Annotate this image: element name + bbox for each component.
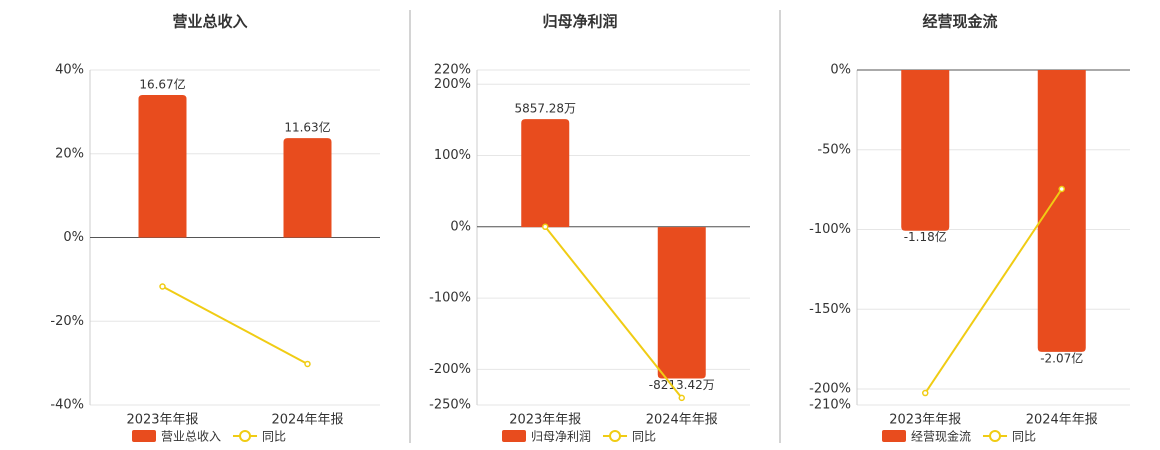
bar	[138, 95, 187, 238]
legend-label: 营业总收入	[161, 430, 221, 444]
y-tick-label: -100%	[809, 222, 851, 237]
legend-swatch	[882, 430, 906, 442]
y-tick-label: -250%	[429, 398, 471, 413]
line-point	[922, 389, 929, 397]
data-label: -1.18亿	[904, 229, 947, 244]
x-tick-label: 2024年年报	[1026, 413, 1098, 428]
data-label: -2.07亿	[1040, 350, 1083, 365]
legend-swatch	[132, 430, 156, 442]
line-point	[159, 283, 166, 290]
x-tick-label: 2023年年报	[889, 413, 961, 428]
bar	[657, 227, 706, 379]
x-tick-label: 2023年年报	[509, 413, 581, 428]
bar	[901, 70, 950, 231]
line-point	[542, 223, 549, 231]
y-tick-label: -210%	[809, 398, 851, 413]
line	[162, 285, 308, 365]
data-label: 16.67亿	[139, 77, 185, 92]
x-tick-label: 2023年年报	[126, 413, 198, 428]
data-label: -8213.42万	[649, 378, 715, 392]
x-tick-label: 2024年年报	[271, 413, 343, 428]
legend-label: 同比	[1012, 430, 1036, 444]
data-label: 5857.28万	[514, 102, 576, 116]
legend-swatch	[609, 430, 622, 442]
line-point	[678, 394, 685, 402]
line-point	[304, 360, 311, 368]
chart-title: 营业总收入	[172, 13, 247, 31]
line-point	[1058, 185, 1065, 193]
y-tick-label: 40%	[55, 63, 84, 78]
y-tick-label: 0%	[450, 219, 471, 234]
y-tick-label: 100%	[434, 148, 471, 163]
y-tick-label: -150%	[809, 302, 851, 317]
legend-label: 归母净利润	[531, 430, 591, 444]
line	[544, 226, 683, 399]
y-tick-label: -20%	[50, 314, 84, 329]
legend-swatch	[989, 430, 1002, 442]
y-tick-label: -50%	[817, 142, 851, 157]
x-tick-label: 2024年年报	[646, 413, 718, 428]
data-label: 11.63亿	[284, 120, 330, 135]
legend-swatch	[502, 430, 526, 442]
chart-title: 归母净利润	[542, 13, 617, 31]
chart-title: 经营现金流	[922, 13, 997, 31]
bar	[1037, 70, 1086, 352]
legend-label: 同比	[632, 430, 656, 444]
line	[924, 188, 1063, 394]
y-tick-label: -200%	[429, 362, 471, 377]
y-tick-label: 0%	[63, 230, 84, 245]
legend-label: 同比	[262, 430, 286, 444]
y-tick-label: -200%	[809, 382, 851, 397]
y-tick-label: 200%	[434, 77, 471, 92]
y-tick-label: -100%	[429, 291, 471, 306]
bar	[283, 138, 332, 238]
legend-swatch	[239, 430, 252, 442]
y-tick-label: 220%	[434, 63, 471, 78]
y-tick-label: 20%	[55, 146, 84, 161]
legend-label: 经营现金流	[911, 429, 971, 444]
y-tick-label: -40%	[50, 398, 84, 413]
bar	[521, 119, 570, 228]
y-tick-label: 0%	[830, 63, 851, 78]
